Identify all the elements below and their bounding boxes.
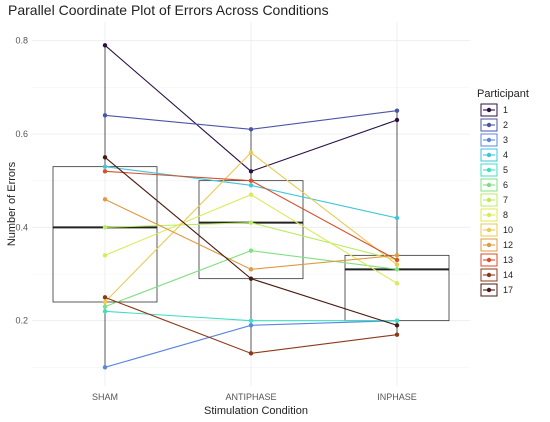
legend-key-7 (480, 193, 498, 207)
legend-label-17: 17 (503, 285, 513, 295)
y-tick-label: 0.8 (15, 36, 28, 46)
legend-key-point-2 (486, 122, 492, 128)
data-point-14 (248, 351, 254, 356)
data-point-1 (102, 43, 108, 48)
legend-key-5 (480, 163, 498, 177)
data-point-13 (394, 257, 400, 263)
legend-key-4 (480, 148, 498, 162)
participant-lines (102, 43, 400, 370)
legend-key-2 (480, 118, 498, 132)
data-point-3 (248, 323, 254, 328)
data-point-6 (102, 304, 108, 309)
legend-key-3 (480, 133, 498, 147)
data-point-5 (248, 318, 254, 323)
data-point-2 (394, 108, 400, 113)
y-axis-title: Number of Errors (6, 161, 18, 246)
x-tick-label: SHAM (92, 392, 118, 402)
data-point-4 (102, 164, 108, 169)
data-point-17 (248, 276, 254, 281)
legend-key-point-12 (486, 242, 492, 248)
data-point-7 (248, 220, 254, 225)
legend-label-14: 14 (503, 270, 513, 280)
data-point-10 (394, 262, 400, 267)
legend-key-point-14 (486, 272, 492, 278)
legend-label-5: 5 (503, 165, 508, 175)
data-point-3 (102, 365, 108, 370)
data-point-13 (102, 169, 108, 174)
legend-label-1: 1 (503, 105, 508, 115)
x-tick-label: ANTIPHASE (225, 392, 276, 402)
data-point-12 (102, 197, 108, 202)
data-point-14 (394, 332, 400, 337)
legend-label-2: 2 (503, 120, 508, 130)
legend-label-10: 10 (503, 225, 513, 235)
data-point-1 (394, 117, 400, 123)
legend-key-point-1 (486, 107, 492, 113)
legend-key-point-17 (486, 287, 492, 293)
legend-title: Participant (477, 88, 529, 100)
legend-label-7: 7 (503, 195, 508, 205)
data-point-2 (248, 127, 254, 132)
data-point-4 (394, 215, 400, 221)
legend-key-point-4 (486, 152, 492, 158)
data-point-10 (248, 150, 254, 155)
legend-label-3: 3 (503, 135, 508, 145)
y-tick-label: 0.2 (15, 316, 28, 326)
legend-label-13: 13 (503, 255, 513, 265)
legend-key-6 (480, 178, 498, 192)
legend-label-4: 4 (503, 150, 508, 160)
y-tick-label: 0.4 (15, 222, 28, 232)
data-point-8 (102, 253, 108, 258)
data-point-6 (394, 267, 400, 272)
data-point-5 (102, 309, 108, 314)
data-point-7 (102, 225, 108, 230)
data-point-14 (102, 295, 108, 300)
legend-key-14 (480, 268, 498, 282)
legend-label-8: 8 (503, 210, 508, 220)
data-point-8 (248, 192, 254, 197)
legend-key-17 (480, 283, 498, 297)
legend-key-8 (480, 208, 498, 222)
data-point-8 (394, 281, 400, 286)
legend-key-10 (480, 223, 498, 237)
data-point-17 (102, 155, 108, 160)
data-point-5 (394, 318, 400, 323)
legend-key-point-6 (486, 182, 492, 188)
data-point-13 (248, 178, 254, 183)
data-point-17 (394, 323, 400, 328)
legend-key-1 (480, 103, 498, 117)
x-axis-ticks: SHAM ANTIPHASE INPHASE (92, 392, 417, 402)
y-axis-ticks: 0.2 0.4 0.6 0.8 (15, 36, 28, 326)
legend-key-point-13 (486, 257, 492, 263)
legend-key-12 (480, 238, 498, 252)
data-point-12 (248, 267, 254, 272)
data-point-12 (394, 253, 400, 258)
legend-label-12: 12 (503, 240, 513, 250)
legend-key-point-7 (486, 197, 492, 203)
legend-label-6: 6 (503, 180, 508, 190)
data-point-6 (248, 248, 254, 253)
data-point-1 (248, 169, 254, 174)
y-tick-label: 0.6 (15, 129, 28, 139)
data-point-10 (102, 299, 108, 305)
legend-key-13 (480, 253, 498, 267)
data-point-4 (248, 183, 254, 188)
x-tick-label: INPHASE (377, 392, 417, 402)
legend-key-point-10 (486, 227, 492, 233)
data-point-2 (102, 113, 108, 118)
legend-key-point-3 (486, 137, 492, 143)
legend-key-point-8 (486, 212, 492, 218)
chart-title: Parallel Coordinate Plot of Errors Acros… (8, 2, 329, 18)
legend-key-point-5 (486, 167, 492, 173)
x-axis-title: Stimulation Condition (204, 405, 308, 417)
